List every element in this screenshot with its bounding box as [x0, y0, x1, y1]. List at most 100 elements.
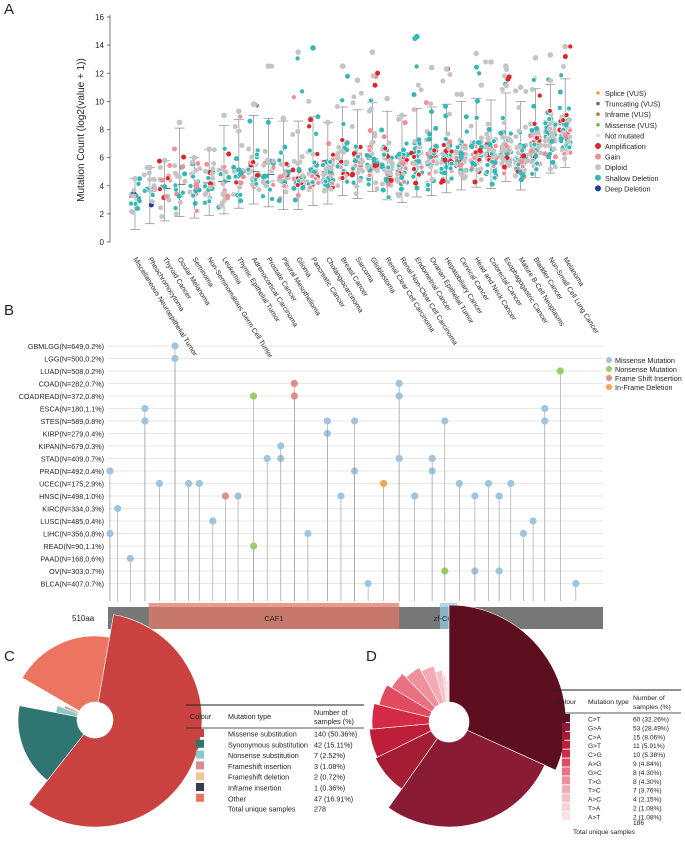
data-point: [192, 200, 198, 206]
data-point: [547, 143, 553, 149]
lollipop-head: [350, 417, 359, 425]
data-point: [162, 184, 168, 190]
table-mutation-type: Frameshift deletion: [228, 773, 289, 782]
legend-marker: [595, 153, 601, 160]
data-point: [135, 181, 142, 187]
data-point: [349, 172, 355, 178]
data-point: [374, 186, 380, 192]
data-point: [490, 138, 497, 144]
data-point: [173, 211, 179, 217]
data-point: [440, 78, 446, 84]
table-header: Colour: [556, 699, 577, 706]
data-point: [380, 187, 386, 193]
data-point: [428, 101, 434, 107]
data-point: [271, 158, 277, 164]
data-point: [386, 140, 392, 146]
data-point: [281, 183, 288, 189]
data-point: [415, 148, 422, 155]
data-point: [172, 170, 178, 176]
data-point: [260, 193, 266, 200]
data-point: [336, 144, 342, 150]
data-point: [412, 138, 418, 144]
data-point: [256, 187, 262, 193]
data-point: [492, 168, 498, 174]
data-point: [238, 180, 244, 186]
legend-label: Gain: [605, 153, 620, 162]
data-point: [448, 160, 455, 167]
data-point: [261, 162, 267, 168]
data-point: [501, 170, 507, 177]
table-header: Mutation type: [228, 712, 271, 721]
data-point: [277, 174, 283, 180]
data-point: [367, 128, 373, 134]
data-point: [558, 72, 565, 79]
data-point: [542, 143, 548, 149]
lollipop-head: [234, 492, 242, 500]
data-point-max: [280, 115, 287, 122]
table-header: samples (%): [633, 704, 671, 711]
data-point: [427, 150, 433, 156]
data-point: [561, 150, 568, 157]
table-header: samples (%): [314, 717, 354, 726]
table-mutation-type: A>C: [588, 797, 601, 804]
lollipop-head: [455, 479, 463, 488]
data-point: [238, 198, 244, 204]
data-point: [210, 175, 216, 181]
data-point: [128, 200, 134, 207]
data-point: [416, 158, 422, 164]
table-header: Number of: [314, 708, 348, 717]
data-point: [353, 191, 359, 197]
data-point: [230, 191, 236, 197]
table-swatch: [562, 767, 570, 776]
table-swatch: [562, 758, 570, 767]
data-point: [210, 166, 216, 172]
lollipop-head: [221, 492, 230, 500]
data-point: [295, 192, 301, 198]
data-point: [231, 164, 237, 170]
data-point: [381, 151, 387, 158]
data-point: [534, 134, 540, 141]
data-point: [218, 203, 224, 209]
data-point: [430, 158, 437, 165]
cancer-type-label: STAD(N=409,0.7%): [41, 454, 104, 463]
data-point: [426, 136, 432, 142]
data-point: [413, 180, 419, 186]
data-point: [353, 143, 359, 150]
data-point: [266, 186, 273, 193]
data-point: [414, 185, 420, 191]
data-point: [322, 171, 328, 177]
data-point: [470, 161, 476, 167]
data-point: [402, 165, 409, 172]
cancer-type-label: LIHC(N=356,0.8%): [43, 529, 104, 538]
lollipop-head: [277, 442, 285, 450]
table-count: 15 (8.06%): [633, 734, 665, 741]
data-point: [211, 160, 217, 166]
data-point: [278, 149, 284, 156]
data-point: [328, 186, 334, 192]
data-point: [534, 125, 540, 131]
data-point: [454, 144, 461, 151]
data-point: [189, 159, 195, 165]
data-point: [265, 119, 271, 125]
legend-marker: [595, 164, 601, 171]
data-point: [562, 54, 568, 60]
data-point: [404, 192, 410, 198]
data-point: [547, 166, 553, 172]
lollipop-head: [556, 367, 564, 375]
data-point: [484, 162, 491, 168]
data-point: [531, 77, 537, 83]
data-point: [306, 123, 312, 130]
lollipop-head: [441, 417, 449, 425]
domain-label: CAF1: [264, 614, 283, 623]
lollipop-head: [395, 454, 403, 463]
data-point: [547, 108, 553, 114]
data-point: [344, 140, 350, 146]
data-point: [372, 163, 378, 169]
data-point: [343, 159, 349, 165]
legend-marker: [595, 185, 601, 192]
data-point: [474, 153, 480, 159]
table-swatch: [196, 729, 204, 737]
data-point: [172, 182, 179, 189]
data-point: [446, 111, 452, 117]
lollipop-head: [364, 579, 372, 588]
